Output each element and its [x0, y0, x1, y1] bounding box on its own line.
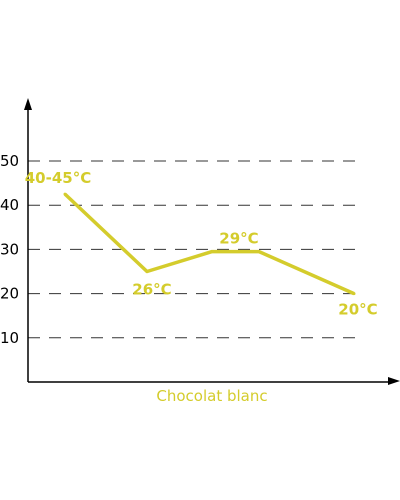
y-tick-label: 50 [0, 152, 19, 170]
data-label: 40-45°C [25, 169, 91, 187]
y-tick-label: 10 [0, 329, 19, 347]
data-label: 26°C [132, 281, 171, 299]
data-point [257, 250, 261, 254]
y-tick-label: 20 [0, 285, 19, 303]
grid-lines [28, 160, 358, 339]
x-axis-title: Chocolat blanc [156, 387, 267, 405]
data-point [145, 270, 149, 273]
y-tick-label: 40 [0, 196, 19, 214]
series [63, 192, 356, 296]
data-point [352, 292, 356, 296]
data-point [63, 192, 67, 196]
data-label: 20°C [338, 301, 377, 319]
series-line [63, 192, 355, 296]
data-labels: 40-45°C 26°C 29°C 20°C [25, 169, 378, 318]
x-axis-arrowhead [388, 377, 400, 385]
axes [24, 98, 400, 385]
y-axis-arrowhead [24, 98, 32, 110]
data-point [210, 250, 214, 254]
y-tick-label: 30 [0, 240, 19, 258]
data-label: 29°C [219, 230, 258, 248]
y-tick-labels: 10 20 30 40 50 [0, 152, 19, 347]
